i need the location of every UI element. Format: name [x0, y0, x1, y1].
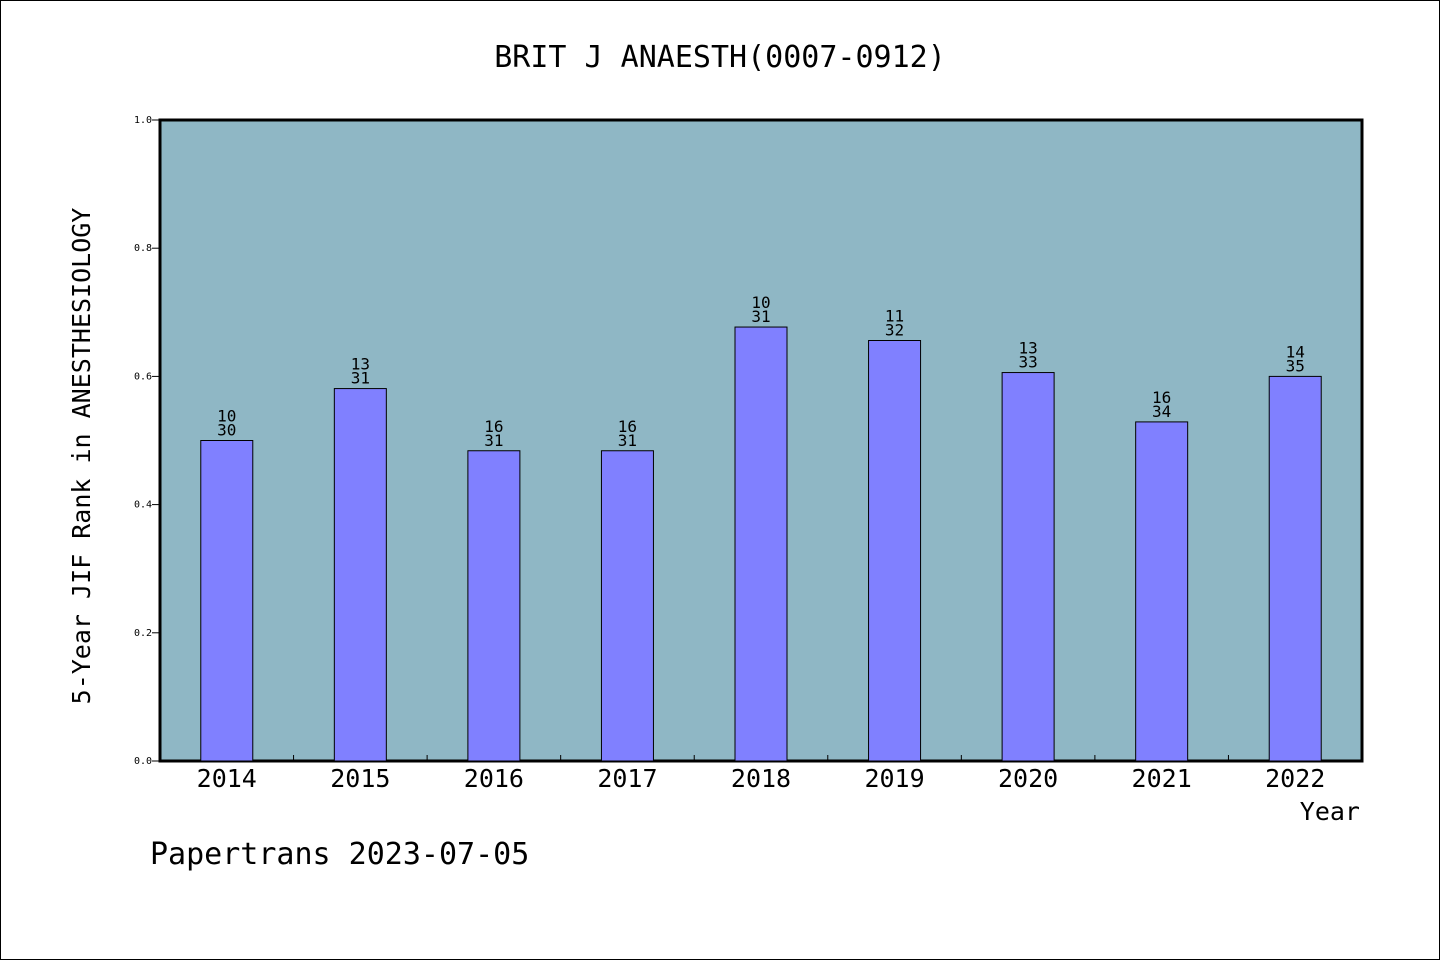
y-tick-label: 0.0	[134, 756, 152, 767]
bar-rank-label: 16	[484, 417, 503, 436]
bar-total-label: 31	[751, 307, 770, 326]
bar-rank-label: 13	[1018, 339, 1037, 358]
y-tick-label: 0.6	[134, 371, 152, 382]
y-tick-label: 1.0	[134, 115, 152, 126]
x-tick-label: 2022	[1265, 764, 1325, 793]
bar-total-label: 34	[1152, 402, 1171, 421]
bar-total-label: 31	[351, 369, 370, 388]
y-axis: 0.0 0.2 0.4 0.6 0.8 1.0	[134, 115, 160, 767]
bar-2015	[333, 388, 387, 762]
bar-2022	[1268, 375, 1322, 762]
bar-2018	[734, 326, 788, 762]
bar-total-label: 31	[484, 431, 503, 450]
x-tick-label: 2017	[597, 764, 657, 793]
bar-total-label: 33	[1018, 353, 1037, 372]
x-tick-label: 2019	[864, 764, 924, 793]
bar-total-label: 32	[885, 321, 904, 340]
y-tick-label: 0.4	[134, 500, 152, 511]
x-tick-label: 2018	[731, 764, 791, 793]
bar-2019	[868, 340, 922, 762]
bar-rank-label: 11	[885, 307, 904, 326]
x-tick-label: 2020	[998, 764, 1058, 793]
x-tick-label: 2016	[464, 764, 524, 793]
bar-rank-label: 16	[618, 417, 637, 436]
bar-2016	[467, 450, 521, 762]
bar-rank-label: 13	[351, 355, 370, 374]
bar-total-label: 35	[1286, 356, 1305, 375]
bar-2021	[1135, 421, 1189, 762]
x-axis-label: Year	[1300, 797, 1360, 826]
chart-title: BRIT J ANAESTH(0007-0912)	[494, 40, 946, 75]
bar-total-label: 30	[217, 421, 236, 440]
y-tick-label: 0.8	[134, 243, 152, 254]
bar-2020	[1001, 372, 1055, 762]
bar-total-label: 31	[618, 431, 637, 450]
x-axis: 2014 2015 2016 2017 2018 2019 2020 2021 2022	[197, 755, 1325, 793]
bar-rank-label: 10	[217, 407, 236, 426]
bar-2014	[200, 440, 254, 762]
x-tick-label: 2014	[197, 764, 257, 793]
x-tick-label: 2015	[330, 764, 390, 793]
bar-rank-label: 14	[1286, 342, 1305, 361]
y-tick-label: 0.2	[134, 628, 152, 639]
bar-rank-label: 16	[1152, 388, 1171, 407]
x-tick-label: 2021	[1132, 764, 1192, 793]
bar-2017	[600, 450, 654, 762]
footer-credit: Papertrans 2023-07-05	[150, 837, 529, 872]
y-axis-label: 5-Year JIF Rank in ANESTHESIOLOGY	[67, 208, 96, 705]
bar-rank-label: 10	[751, 293, 770, 312]
